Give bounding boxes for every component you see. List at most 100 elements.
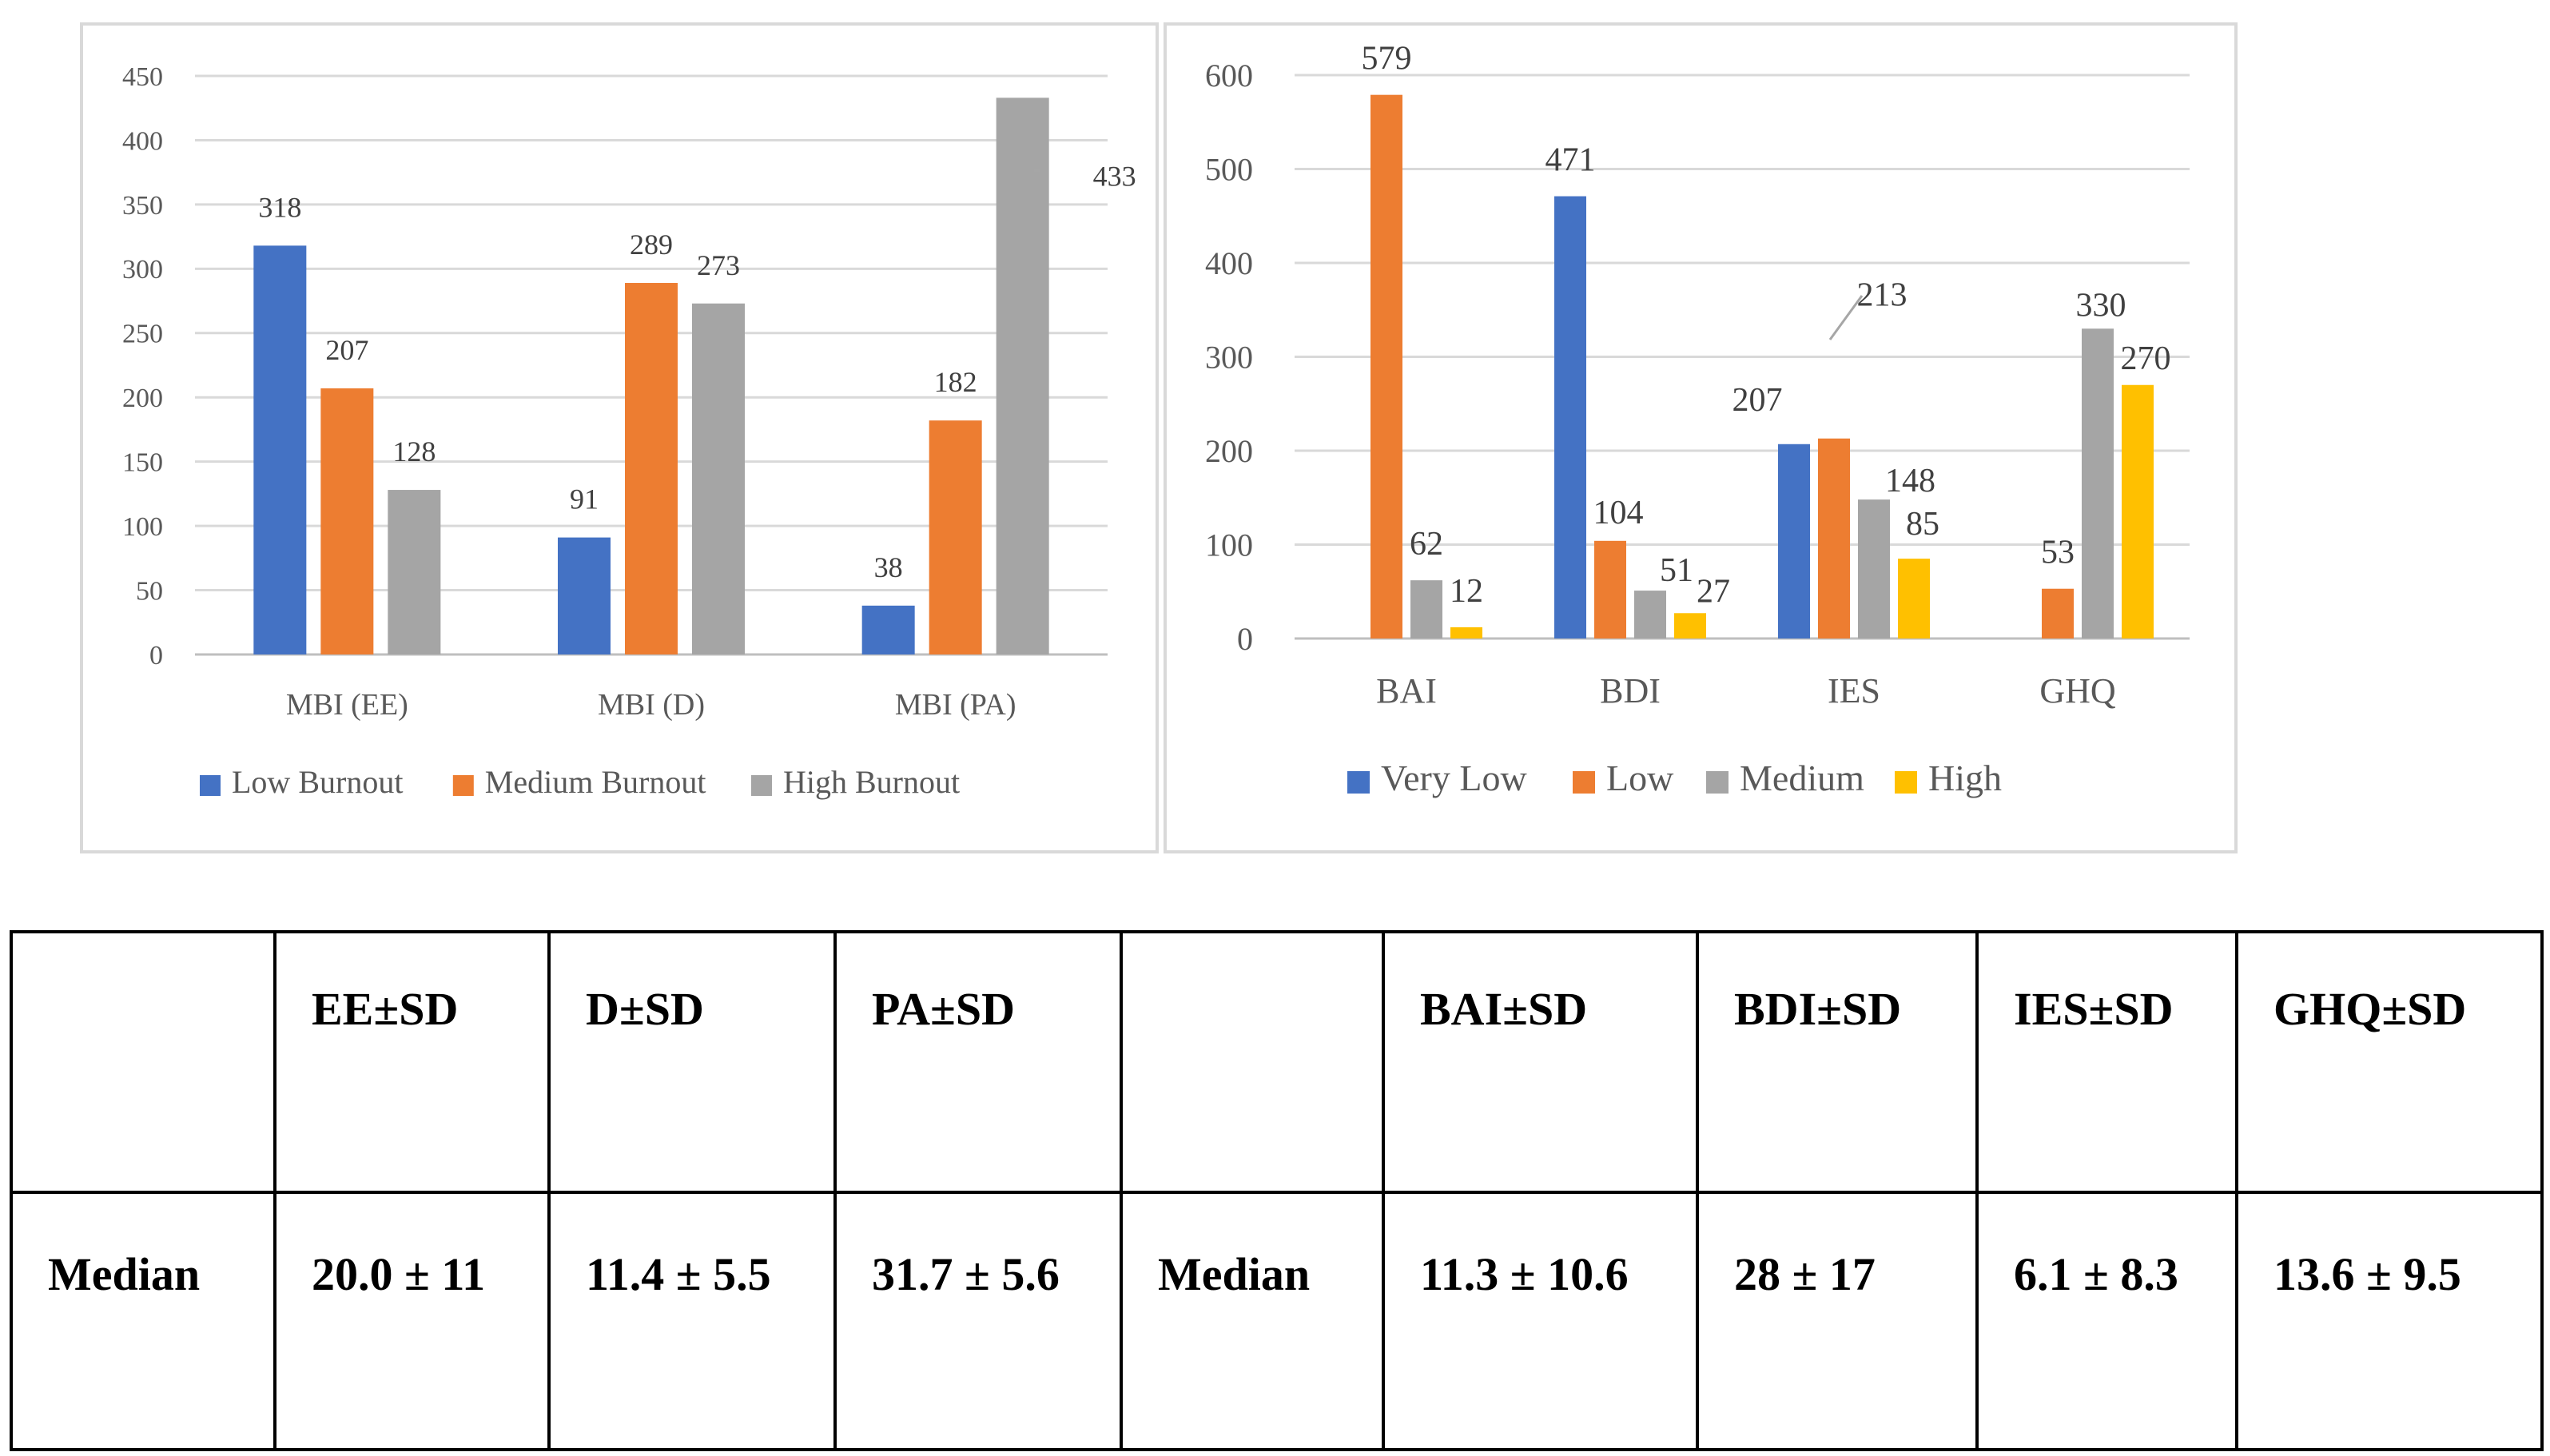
y-tick-label: 100 (122, 512, 163, 542)
bar-low-bai (1370, 94, 1402, 639)
header-bai-sd: BAI±SD (1382, 930, 1699, 1194)
data-label: 53 (2041, 535, 2075, 571)
bar-low-ies (1818, 438, 1850, 638)
data-label: 318 (258, 191, 301, 223)
y-tick-label: 350 (122, 191, 163, 221)
data-label: 433 (1093, 160, 1136, 192)
data-label: 273 (697, 249, 740, 281)
legend-item-high-burnout: High Burnout (751, 764, 960, 800)
header-ies-sd: IES±SD (1975, 930, 2238, 1194)
y-tick-label: 200 (122, 384, 163, 413)
legend-label: Very Low (1381, 758, 1527, 798)
data-label: 213 (1857, 277, 1908, 314)
legend-label: Low Burnout (232, 764, 403, 800)
bar-medium-ghq (2082, 328, 2114, 638)
data-label: 85 (1906, 506, 1939, 543)
legend-label: High (1928, 758, 2002, 798)
bar-medium-ies (1858, 499, 1890, 638)
legend-label: Medium (1740, 758, 1864, 798)
legend-label: Low (1606, 758, 1674, 798)
table-cell (1120, 930, 1385, 1194)
legend-label: Medium Burnout (485, 764, 706, 800)
legend-item-low-burnout: Low Burnout (200, 764, 403, 800)
bar-medium-bai (1410, 580, 1442, 638)
table-header-row: EE±SD D±SD PA±SD BAI±SD BDI±SD IES±SD GH… (10, 930, 2544, 1194)
bar-low-ghq (2042, 588, 2074, 638)
data-label: 128 (392, 436, 436, 467)
x-category-label: BAI (1376, 671, 1437, 710)
bar-medium-burnout-mbi-ee (320, 388, 374, 654)
bar-high-bdi (1674, 613, 1706, 638)
gridlines (1295, 74, 2190, 640)
y-tick-label: 300 (1205, 340, 1253, 376)
data-label: 207 (1732, 382, 1783, 419)
leader-line (1828, 295, 1864, 340)
data-label: 104 (1593, 495, 1644, 531)
legend-item-medium: Medium (1706, 758, 1864, 798)
summary-statistics-table: EE±SD D±SD PA±SD BAI±SD BDI±SD IES±SD GH… (10, 930, 2544, 1451)
table-row: Median 20.0 ± 11 11.4 ± 5.5 31.7 ± 5.6 M… (10, 1191, 2544, 1451)
x-category-label: BDI (1600, 671, 1661, 710)
y-tick-label: 250 (122, 320, 163, 349)
legend-swatch (1706, 771, 1729, 794)
bar-low-burnout-mbi-d (558, 537, 611, 654)
legend-swatch (1573, 771, 1595, 794)
legend-swatch (200, 775, 221, 796)
symptom-scales-chart-panel: 0 100 200 300 400 500 600 BAI 579 62 12 BDI 471 104 51… (1164, 22, 2238, 853)
table-cell (10, 930, 276, 1194)
bar-very-low-bdi (1554, 196, 1586, 638)
header-pa-sd: PA±SD (833, 930, 1123, 1194)
header-d-sd: D±SD (547, 930, 837, 1194)
header-ee-sd: EE±SD (273, 930, 551, 1194)
cell-ee-median: 20.0 ± 11 (273, 1191, 551, 1451)
bar-high-ghq (2122, 384, 2154, 638)
x-category-label: MBI (D) (598, 688, 705, 722)
y-tick-label: 0 (149, 641, 163, 670)
bar-medium-bdi (1634, 591, 1666, 638)
cell-d-median: 11.4 ± 5.5 (547, 1191, 837, 1451)
bar-medium-burnout-mbi-pa (929, 420, 982, 654)
bar-low-burnout-mbi-pa (861, 605, 915, 654)
y-tick-label: 400 (1205, 245, 1253, 281)
legend-item-low: Low (1573, 758, 1674, 798)
x-category-label: IES (1828, 671, 1880, 710)
legend-swatch (452, 775, 474, 796)
row-label-median: Median (10, 1191, 276, 1451)
data-label: 289 (630, 229, 673, 261)
bar-high-burnout-mbi-d (692, 303, 745, 654)
bar-high-ies (1898, 559, 1930, 638)
row-label-median-2: Median (1120, 1191, 1385, 1451)
y-tick-label: 450 (122, 62, 163, 92)
y-tick-label: 150 (122, 448, 163, 478)
y-tick-label: 500 (1205, 152, 1253, 188)
data-label: 579 (1362, 41, 1412, 78)
data-label: 270 (2121, 340, 2171, 377)
data-label: 91 (570, 483, 599, 515)
burnout-chart: 0 50 100 150 200 250 300 350 400 450 MBI (EE) 318 20… (122, 62, 1136, 800)
legend-item-very-low: Very Low (1347, 758, 1527, 798)
cell-ghq-median: 13.6 ± 9.5 (2235, 1191, 2544, 1451)
bar-medium-burnout-mbi-d (625, 283, 678, 654)
legend-item-high: High (1895, 758, 2002, 798)
cell-bai-median: 11.3 ± 10.6 (1382, 1191, 1699, 1451)
legend-swatch (1347, 771, 1370, 794)
legend-item-medium-burnout: Medium Burnout (452, 764, 706, 800)
data-label: 182 (934, 366, 977, 398)
bar-high-burnout-mbi-ee (388, 490, 441, 654)
bar-very-low-ies (1778, 444, 1810, 638)
data-label: 471 (1546, 142, 1596, 179)
cell-bdi-median: 28 ± 17 (1696, 1191, 1979, 1451)
y-tick-label: 0 (1237, 621, 1253, 657)
legend-swatch (1895, 771, 1917, 794)
cell-pa-median: 31.7 ± 5.6 (833, 1191, 1123, 1451)
y-tick-label: 400 (122, 126, 163, 156)
x-category-label: GHQ (2039, 671, 2116, 710)
legend-swatch (751, 775, 772, 796)
x-category-label: MBI (PA) (895, 688, 1016, 722)
bar-low-bdi (1594, 540, 1626, 638)
bar-high-bai (1450, 627, 1482, 638)
data-label: 148 (1885, 463, 1935, 499)
cell-ies-median: 6.1 ± 8.3 (1975, 1191, 2238, 1451)
data-label: 62 (1410, 526, 1443, 563)
